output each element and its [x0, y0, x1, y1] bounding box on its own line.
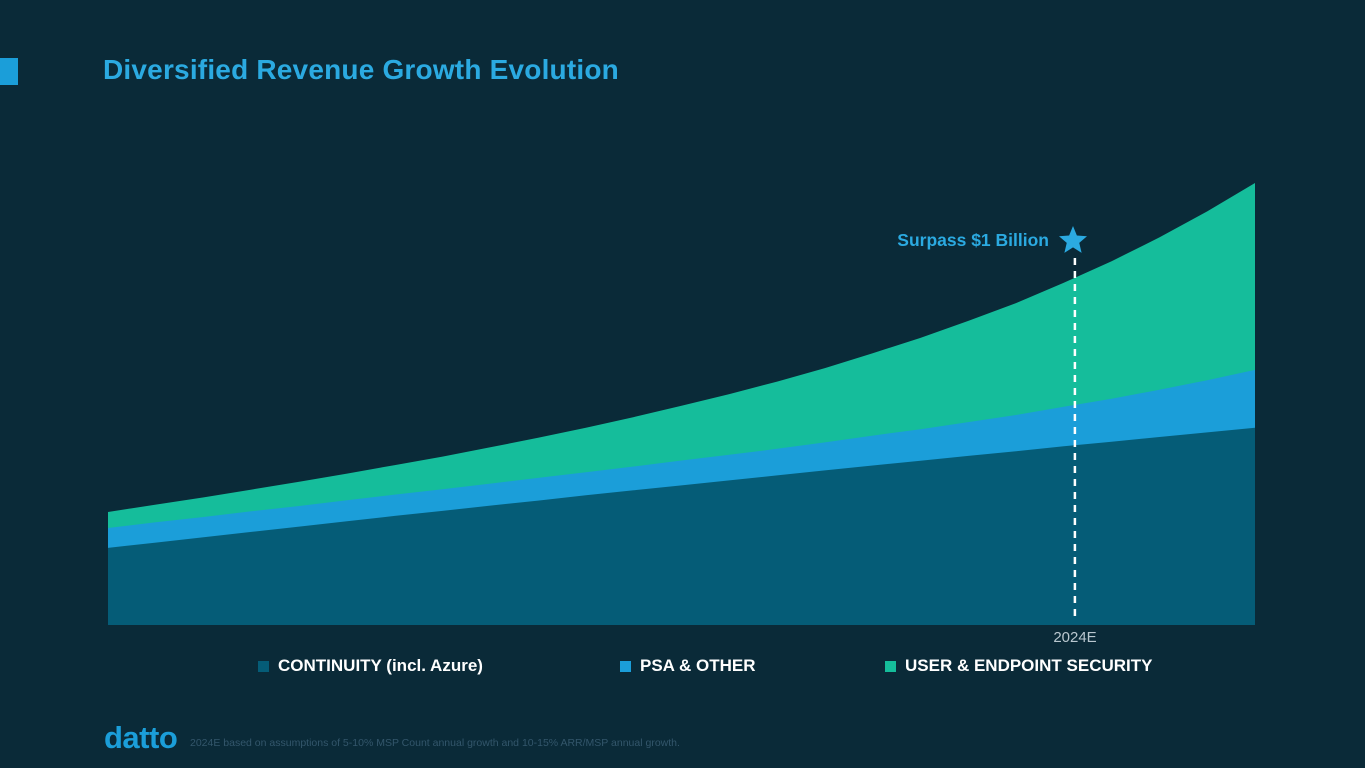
legend-item-continuity: CONTINUITY (incl. Azure)	[258, 656, 483, 676]
legend-swatch-continuity	[258, 660, 269, 672]
title-accent-bar	[0, 58, 18, 85]
area-layer-0	[108, 427, 1255, 625]
legend-swatch-psa-other	[620, 660, 631, 672]
footnote: 2024E based on assumptions of 5-10% MSP …	[190, 737, 680, 749]
annotation-surpass-1b: Surpass $1 Billion	[897, 225, 1088, 255]
revenue-area-chart	[108, 150, 1255, 625]
legend-item-psa-other: PSA & OTHER	[620, 656, 756, 676]
legend-item-user-endpoint-security: USER & ENDPOINT SECURITY	[885, 656, 1152, 676]
chart-legend: CONTINUITY (incl. Azure) PSA & OTHER USE…	[0, 656, 1365, 682]
stacked-area-svg	[108, 183, 1255, 625]
star-icon	[1059, 226, 1087, 253]
page-title: Diversified Revenue Growth Evolution	[103, 54, 619, 85]
legend-label-continuity: CONTINUITY (incl. Azure)	[278, 656, 483, 675]
legend-label-user-endpoint-security: USER & ENDPOINT SECURITY	[905, 656, 1153, 675]
x-axis-label-2024e: 2024E	[1053, 629, 1097, 646]
legend-label-psa-other: PSA & OTHER	[640, 656, 756, 675]
annotation-label: Surpass $1 Billion	[897, 229, 1049, 250]
datto-logo: datto	[104, 720, 178, 755]
legend-swatch-user-endpoint-security	[885, 660, 896, 672]
